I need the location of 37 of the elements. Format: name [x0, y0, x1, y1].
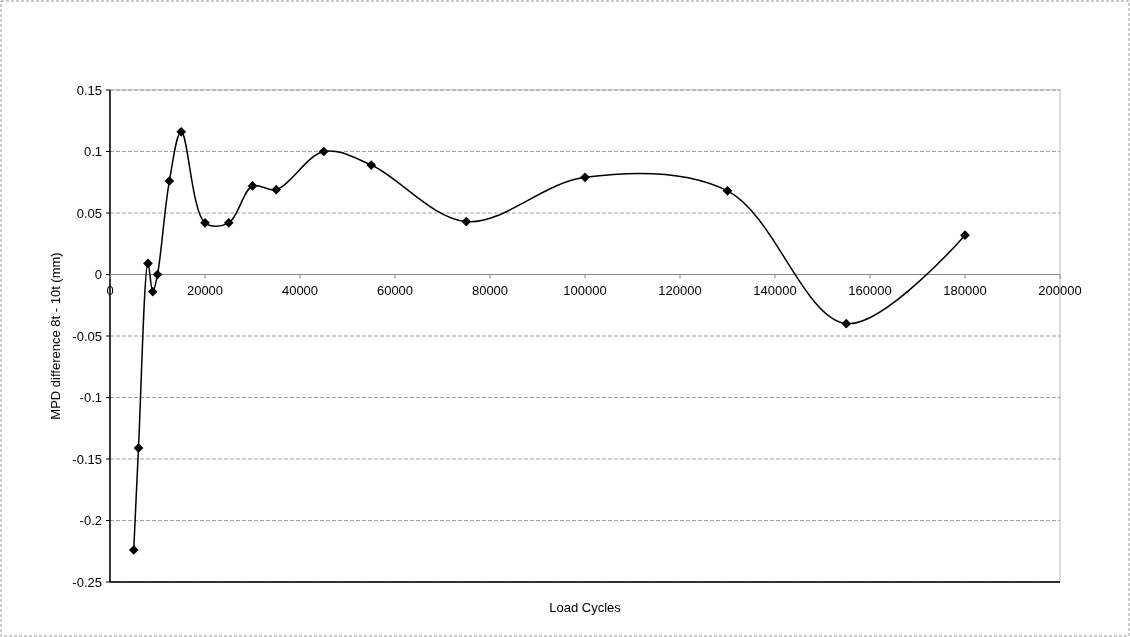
point: [722, 186, 733, 196]
y-axis-title: MPD difference 8t - 10t (mm): [48, 252, 63, 420]
x-tick-label: 120000: [658, 282, 702, 298]
y-tick-label: -0.1: [79, 390, 102, 406]
point: [147, 286, 158, 297]
y-tick-label: -0.2: [79, 513, 102, 529]
point: [176, 126, 187, 137]
x-tick-label: 200000: [1038, 282, 1082, 298]
x-tick-label: 80000: [471, 282, 509, 298]
x-tick-label: 160000: [848, 282, 892, 298]
point: [200, 217, 210, 228]
y-tick-label: -0.05: [72, 328, 102, 344]
x-tick-label: 60000: [376, 282, 414, 298]
point: [580, 172, 590, 183]
y-tick-label: -0.15: [72, 451, 102, 467]
y-tick-label: 0.05: [76, 205, 102, 221]
x-axis-title: Load Cycles: [549, 600, 622, 615]
point: [461, 216, 472, 227]
point: [318, 146, 329, 157]
point: [366, 160, 377, 170]
point: [841, 318, 852, 329]
y-tick-label: -0.25: [72, 574, 102, 590]
x-tick-label: 20000: [186, 282, 224, 298]
x-tick-label: 140000: [753, 282, 797, 298]
y-tick-label: 0.15: [76, 82, 102, 98]
x-tick-label: 40000: [281, 282, 319, 298]
x-tick-label: 180000: [943, 282, 987, 298]
point: [164, 176, 175, 186]
y-tick-label: 0.1: [83, 144, 102, 160]
point: [247, 181, 258, 191]
point: [133, 443, 144, 453]
point: [271, 184, 282, 195]
y-tick-label: 0: [94, 267, 102, 283]
point: [143, 258, 153, 269]
x-tick-label: 100000: [563, 282, 607, 298]
point: [128, 545, 139, 555]
point: [223, 217, 234, 228]
